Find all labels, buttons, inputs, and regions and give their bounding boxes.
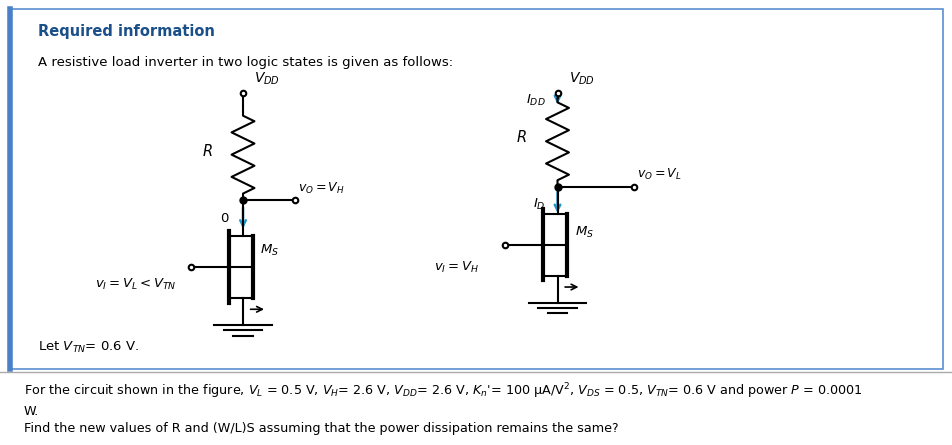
Text: R: R: [202, 144, 212, 159]
Text: $I_{DD}$: $I_{DD}$: [526, 93, 545, 108]
Text: Required information: Required information: [38, 24, 215, 39]
Text: $v_I = V_L < V_{TN}$: $v_I = V_L < V_{TN}$: [95, 277, 176, 292]
Text: $V_{DD}$: $V_{DD}$: [568, 70, 594, 87]
FancyBboxPatch shape: [10, 9, 942, 369]
Text: A resistive load inverter in two logic states is given as follows:: A resistive load inverter in two logic s…: [38, 56, 453, 69]
Text: $M_S$: $M_S$: [574, 225, 593, 240]
Text: $v_I = V_H$: $v_I = V_H$: [433, 259, 478, 275]
Text: 0: 0: [220, 211, 228, 225]
Text: $M_S$: $M_S$: [260, 243, 279, 258]
Text: $I_D$: $I_D$: [533, 197, 545, 212]
Text: $v_O = V_H$: $v_O = V_H$: [298, 181, 345, 196]
Text: W.: W.: [24, 405, 39, 418]
Text: $V_{DD}$: $V_{DD}$: [254, 70, 280, 87]
Text: $v_O = V_L$: $v_O = V_L$: [636, 167, 681, 182]
Text: Let $V_{TN}$= 0.6 V.: Let $V_{TN}$= 0.6 V.: [38, 340, 139, 355]
Text: R: R: [516, 130, 526, 146]
Text: Find the new values of R and (W/L)S assuming that the power dissipation remains : Find the new values of R and (W/L)S assu…: [24, 421, 618, 435]
Text: For the circuit shown in the figure, $V_L$ = 0.5 V, $V_H$= 2.6 V, $V_{DD}$= 2.6 : For the circuit shown in the figure, $V_…: [24, 382, 862, 401]
